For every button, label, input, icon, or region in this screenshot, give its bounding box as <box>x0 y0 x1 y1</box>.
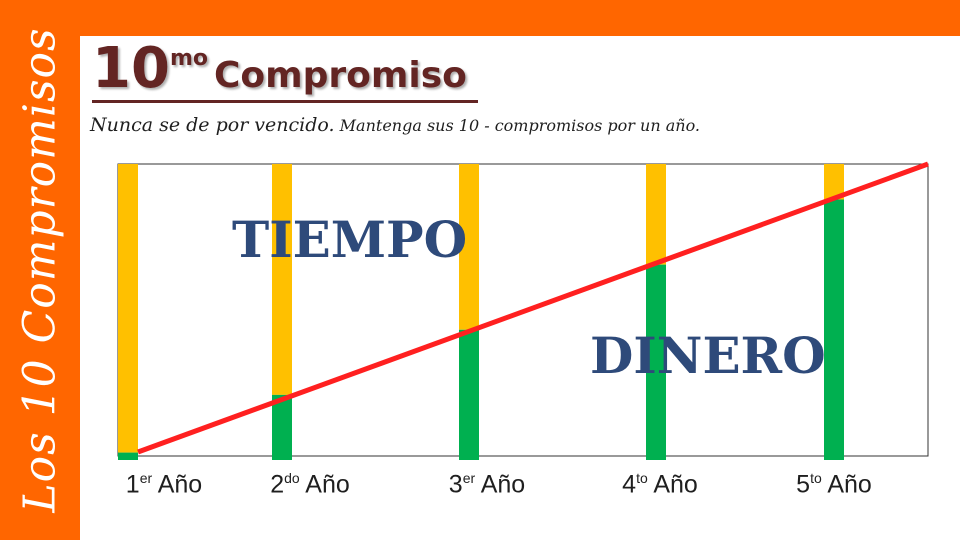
x-tick-number: 4 <box>622 470 637 499</box>
bar-tiempo-5 <box>824 164 844 200</box>
x-tick-word: Año <box>647 470 698 499</box>
trend-line <box>137 161 929 455</box>
bar-dinero-2 <box>272 394 292 460</box>
slide-subtitle: Nunca se de por vencido. Mantenga sus 10… <box>90 114 700 136</box>
bar-dinero-5 <box>824 199 844 460</box>
bar-dinero-1 <box>118 452 138 460</box>
x-tick-number: 5 <box>796 470 811 499</box>
x-tick-superscript: do <box>284 470 300 486</box>
bars-group <box>118 164 844 460</box>
x-tick-superscript: er <box>139 470 153 486</box>
x-tick-label: 1er Año <box>126 470 202 499</box>
bar-dinero-3 <box>459 329 479 460</box>
top-accent-bar <box>0 0 960 36</box>
x-tick-superscript: to <box>810 470 822 486</box>
subtitle-part1: Nunca se de por vencido. <box>90 114 335 136</box>
x-tick-word: Año <box>299 470 350 499</box>
x-tick-superscript: to <box>636 470 648 486</box>
tiempo-label: TIEMPO <box>232 210 468 269</box>
side-accent-bar <box>0 0 80 540</box>
x-tick-number: 2 <box>270 470 285 499</box>
x-tick-superscript: er <box>462 470 476 486</box>
bar-tiempo-2 <box>272 164 292 395</box>
heading-underline <box>92 100 478 103</box>
bar-dinero-4 <box>646 264 666 460</box>
subtitle-part2: Mantenga sus 10 - compromisos por un año… <box>339 116 701 135</box>
bar-tiempo-4 <box>646 164 666 265</box>
bar-tiempo-1 <box>118 164 138 453</box>
bar-tiempo-3 <box>459 164 479 330</box>
x-tick-word: Año <box>152 470 203 499</box>
x-tick-label: 5to Año <box>796 470 872 499</box>
x-tick-label: 2do Año <box>270 470 350 499</box>
x-tick-word: Año <box>821 470 872 499</box>
heading-number: 10 <box>92 36 170 101</box>
slide-heading: 10mo Compromiso <box>92 36 467 101</box>
heading-word: Compromiso <box>213 55 467 96</box>
dinero-label: DINERO <box>590 326 826 385</box>
x-tick-number: 3 <box>448 470 463 499</box>
x-tick-label: 4to Año <box>622 470 698 499</box>
x-tick-label: 3er Año <box>449 470 525 499</box>
x-tick-number: 1 <box>125 470 140 499</box>
x-tick-word: Año <box>475 470 526 499</box>
heading-superscript: mo <box>169 46 208 71</box>
